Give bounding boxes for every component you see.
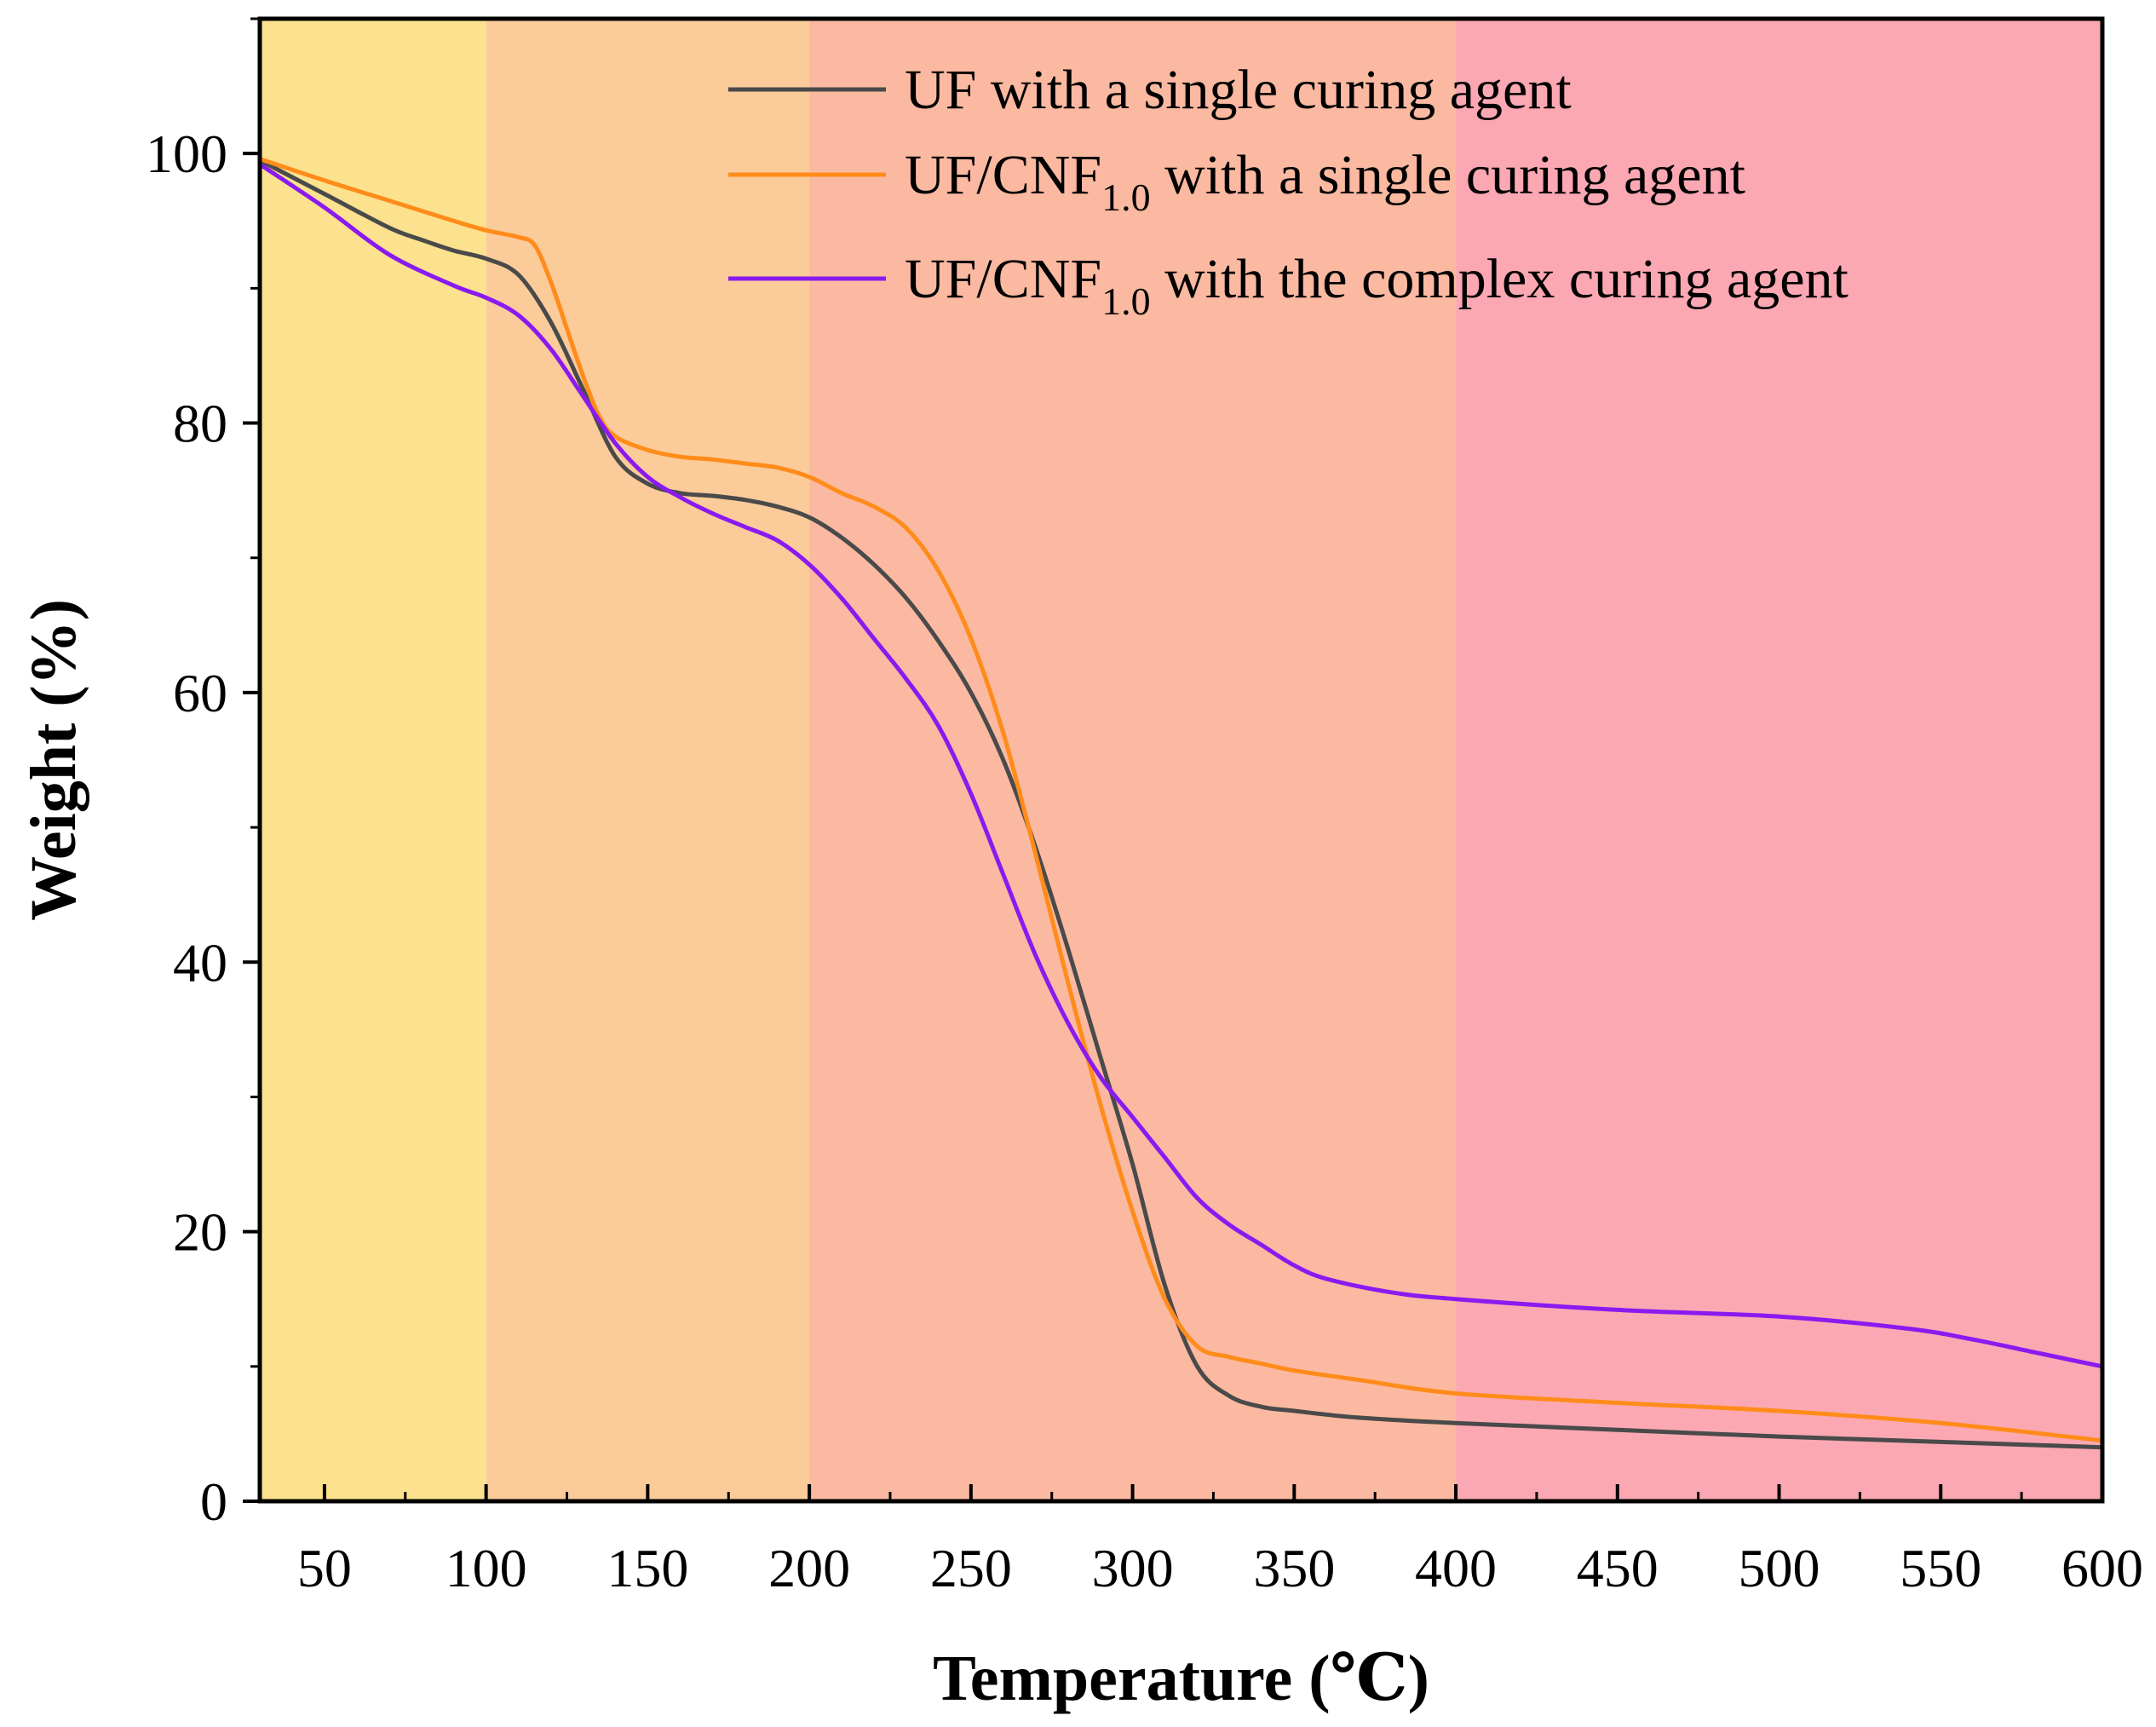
legend-label-0: UF with a single curing agent: [905, 59, 1572, 121]
series-line-2: [258, 162, 2103, 1369]
band-1: [486, 19, 810, 1501]
background-bands: [260, 19, 2102, 1501]
x-tick-label: 250: [930, 1538, 1012, 1598]
legend-label-2: UF/CNF1.0 with the complex curing agent: [905, 248, 1848, 323]
y-tick-label: 40: [173, 932, 227, 993]
y-tick-label: 20: [173, 1202, 227, 1263]
x-tick-label: 400: [1415, 1538, 1497, 1598]
series-line-1: [259, 157, 2103, 1443]
y-tick-label: 80: [173, 394, 227, 454]
y-axis-title: Weight (%): [18, 599, 89, 921]
band-3: [1456, 19, 2102, 1501]
x-tick-label: 600: [2061, 1538, 2143, 1598]
x-tick-label: 200: [768, 1538, 850, 1598]
y-tick-label: 0: [200, 1471, 227, 1532]
series-line-0: [258, 158, 2103, 1450]
series-lines: [258, 157, 2103, 1450]
x-tick-label: 150: [607, 1538, 688, 1598]
x-tick-label: 100: [446, 1538, 527, 1598]
x-tick-label: 300: [1092, 1538, 1174, 1598]
plot-frame: [257, 16, 2105, 1504]
legend: UF with a single curing agent UF/CNF1.0 w…: [728, 59, 1848, 323]
legend-label-1: UF/CNF1.0 with a single curing agent: [905, 144, 1745, 219]
axes: [257, 16, 2105, 1504]
ticks: 50 100 150 200 250 300 350 400 450 500 550 600 0 20 40…: [146, 17, 2143, 1598]
band-0: [260, 19, 486, 1501]
x-tick-label: 50: [297, 1538, 352, 1598]
x-tick-label: 450: [1577, 1538, 1659, 1598]
y-tick-label: 100: [146, 124, 227, 184]
band-2: [809, 19, 1457, 1501]
y-tick-label: 60: [173, 663, 227, 723]
x-axis-title: Temperature (℃): [933, 1643, 1429, 1714]
x-tick-label: 350: [1253, 1538, 1335, 1598]
x-tick-label: 500: [1739, 1538, 1820, 1598]
x-tick-label: 550: [1900, 1538, 1981, 1598]
